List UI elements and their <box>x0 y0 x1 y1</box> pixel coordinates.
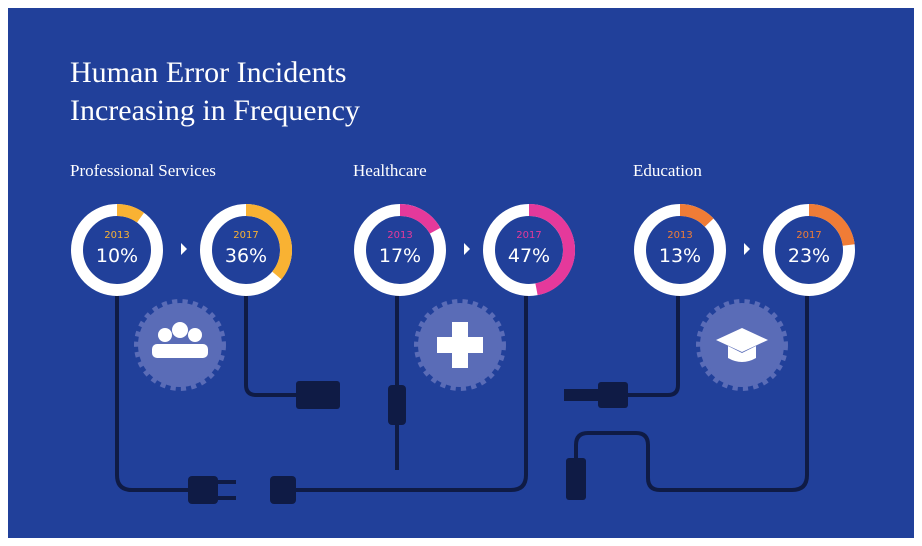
value-label: 10% <box>96 245 138 267</box>
value-label: 23% <box>788 245 830 267</box>
value-label: 17% <box>379 245 421 267</box>
value-label: 13% <box>659 245 701 267</box>
sector-title: Healthcare <box>353 161 427 180</box>
year-label: 2013 <box>104 230 129 241</box>
year-label: 2013 <box>667 230 692 241</box>
year-label: 2017 <box>233 230 258 241</box>
year-label: 2013 <box>387 230 412 241</box>
title-line: Increasing in Frequency <box>70 94 360 127</box>
title-line: Human Error Incidents <box>70 56 347 89</box>
sector-title: Professional Services <box>70 161 216 180</box>
sector-title: Education <box>633 161 702 180</box>
value-label: 36% <box>225 245 267 267</box>
year-label: 2017 <box>796 230 821 241</box>
year-label: 2017 <box>516 230 541 241</box>
value-label: 47% <box>508 245 550 267</box>
infographic: Human Error Incidents Increasing in Freq… <box>0 0 922 546</box>
